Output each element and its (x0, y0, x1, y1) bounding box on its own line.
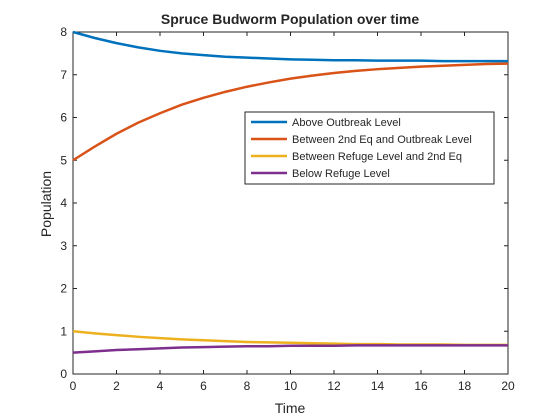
x-tick-label: 10 (284, 379, 298, 393)
axes-box (73, 32, 508, 374)
x-tick-label: 6 (200, 379, 207, 393)
y-tick-label: 5 (60, 153, 67, 167)
y-tick-label: 1 (60, 324, 67, 338)
x-tick-label: 20 (501, 379, 515, 393)
x-tick-label: 18 (458, 379, 472, 393)
x-tick-label: 16 (414, 379, 428, 393)
series-line-3 (73, 331, 508, 345)
x-tick-label: 8 (244, 379, 251, 393)
x-tick-label: 4 (157, 379, 164, 393)
x-tick-label: 2 (113, 379, 120, 393)
x-axis-label: Time (275, 400, 306, 416)
y-tick-label: 8 (60, 25, 67, 39)
legend-label: Below Refuge Level (292, 168, 390, 180)
x-tick-label: 14 (371, 379, 385, 393)
y-tick-label: 7 (60, 68, 67, 82)
legend-label: Above Outbreak Level (292, 117, 401, 129)
x-tick-label: 0 (70, 379, 77, 393)
y-tick-label: 3 (60, 239, 67, 253)
y-tick-label: 4 (60, 196, 67, 210)
legend: Above Outbreak Level Between 2nd Eq and O… (245, 112, 494, 184)
chart-title: Spruce Budworm Population over time (161, 11, 419, 27)
series-line-1 (73, 32, 508, 61)
legend-label: Between Refuge Level and 2nd Eq (292, 151, 462, 163)
series-line-4 (73, 345, 508, 352)
y-tick-label: 2 (60, 282, 67, 296)
y-tick-label: 6 (60, 111, 67, 125)
y-tick-label: 0 (60, 367, 67, 381)
y-axis-label: Population (38, 171, 54, 237)
x-tick-label: 12 (327, 379, 341, 393)
legend-label: Between 2nd Eq and Outbreak Level (292, 134, 472, 146)
